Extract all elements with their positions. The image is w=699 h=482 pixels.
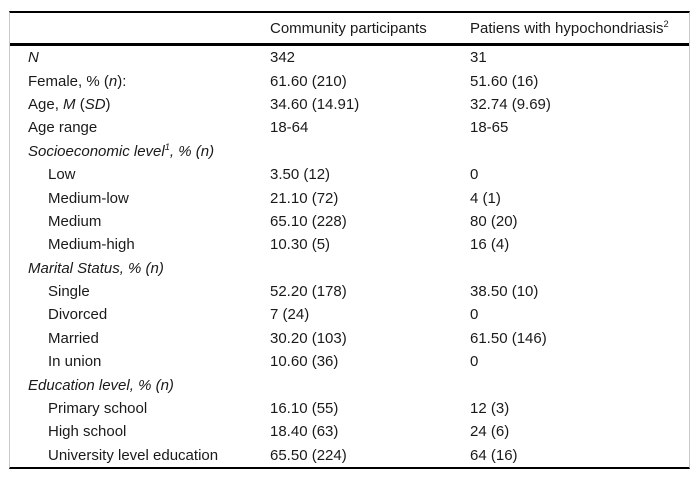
row-label: Single (48, 283, 90, 301)
row-label: Medium (48, 212, 102, 230)
community-value: 34.60 (14.91) (270, 95, 360, 113)
community-value: 10.60 (36) (270, 353, 339, 371)
row-label: Medium-low (48, 189, 129, 207)
table-row: Medium-high 10.30 (5) 16 (4) (10, 233, 689, 256)
patients-value: 51.60 (16) (470, 72, 539, 90)
patients-value: 24 (6) (470, 423, 510, 441)
patients-value: 0 (470, 306, 479, 324)
patients-value: 38.50 (10) (470, 283, 539, 301)
table-row: Single 52.20 (178) 38.50 (10) (10, 280, 689, 303)
community-value: 18-64 (270, 119, 309, 137)
table-row: In union 10.60 (36) 0 (10, 350, 689, 373)
row-label: Female, % (n): (28, 72, 127, 90)
column-header-community: Community participants (270, 19, 427, 37)
table-row: Education level, % (n) (10, 373, 689, 396)
table-row: Low 3.50 (12) 0 (10, 163, 689, 186)
patients-value: 0 (470, 353, 479, 371)
patients-value: 32.74 (9.69) (470, 95, 551, 113)
patients-value: 4 (1) (470, 189, 501, 207)
patients-value: 31 (470, 49, 487, 67)
row-label: N (28, 49, 39, 67)
community-value: 7 (24) (270, 306, 310, 324)
community-value: 30.20 (103) (270, 329, 347, 347)
patients-value: 0 (470, 166, 479, 184)
patients-value: 16 (4) (470, 236, 510, 254)
patients-value: 64 (16) (470, 446, 518, 464)
community-value: 3.50 (12) (270, 166, 331, 184)
community-value: 18.40 (63) (270, 423, 339, 441)
patients-value: 61.50 (146) (470, 329, 547, 347)
row-label: Married (48, 329, 99, 347)
table-row: Divorced 7 (24) 0 (10, 303, 689, 326)
row-label: Medium-high (48, 236, 135, 254)
table-row: Female, % (n): 61.60 (210) 51.60 (16) (10, 69, 689, 92)
row-label: Education level, % (n) (28, 376, 174, 394)
table-row: High school 18.40 (63) 24 (6) (10, 420, 689, 443)
row-label: Age range (28, 119, 98, 137)
table-row: Age range 18-64 18-65 (10, 116, 689, 139)
row-label: Divorced (48, 306, 108, 324)
table-row: Married 30.20 (103) 61.50 (146) (10, 327, 689, 350)
table-body: N 342 31 Female, % (n): 61.60 (210) 51.60 (16… (10, 46, 689, 467)
community-value: 21.10 (72) (270, 189, 339, 207)
row-label: Socioeconomic level1, % (n) (28, 141, 215, 160)
patients-value: 18-65 (470, 119, 509, 137)
table-row: N 342 31 (10, 46, 689, 69)
table-row: Age, M (SD) 34.60 (14.91) 32.74 (9.69) (10, 93, 689, 116)
row-label: Marital Status, % (n) (28, 259, 164, 277)
community-value: 10.30 (5) (270, 236, 331, 254)
row-label: Low (48, 166, 76, 184)
table-row: Socioeconomic level1, % (n) (10, 140, 689, 163)
column-header-patients: Patiens with hypochondriasis2 (470, 18, 669, 37)
demographics-table: Community participants Patiens with hypo… (9, 11, 690, 469)
row-label: Primary school (48, 400, 148, 418)
table-header: Community participants Patiens with hypo… (10, 13, 689, 46)
table-row: Medium 65.10 (228) 80 (20) (10, 210, 689, 233)
community-value: 16.10 (55) (270, 400, 339, 418)
row-label: Age, M (SD) (28, 95, 111, 113)
row-label: University level education (48, 446, 219, 464)
table-row: University level education 65.50 (224) 64 … (10, 444, 689, 467)
patients-value: 80 (20) (470, 212, 518, 230)
table-row: Primary school 16.10 (55) 12 (3) (10, 397, 689, 420)
community-value: 65.50 (224) (270, 446, 347, 464)
community-value: 61.60 (210) (270, 72, 347, 90)
row-label: In union (48, 353, 102, 371)
row-label: High school (48, 423, 127, 441)
patients-value: 12 (3) (470, 400, 510, 418)
table-row: Marital Status, % (n) (10, 257, 689, 280)
community-value: 342 (270, 49, 296, 67)
table-row: Medium-low 21.10 (72) 4 (1) (10, 186, 689, 209)
community-value: 65.10 (228) (270, 212, 347, 230)
community-value: 52.20 (178) (270, 283, 347, 301)
